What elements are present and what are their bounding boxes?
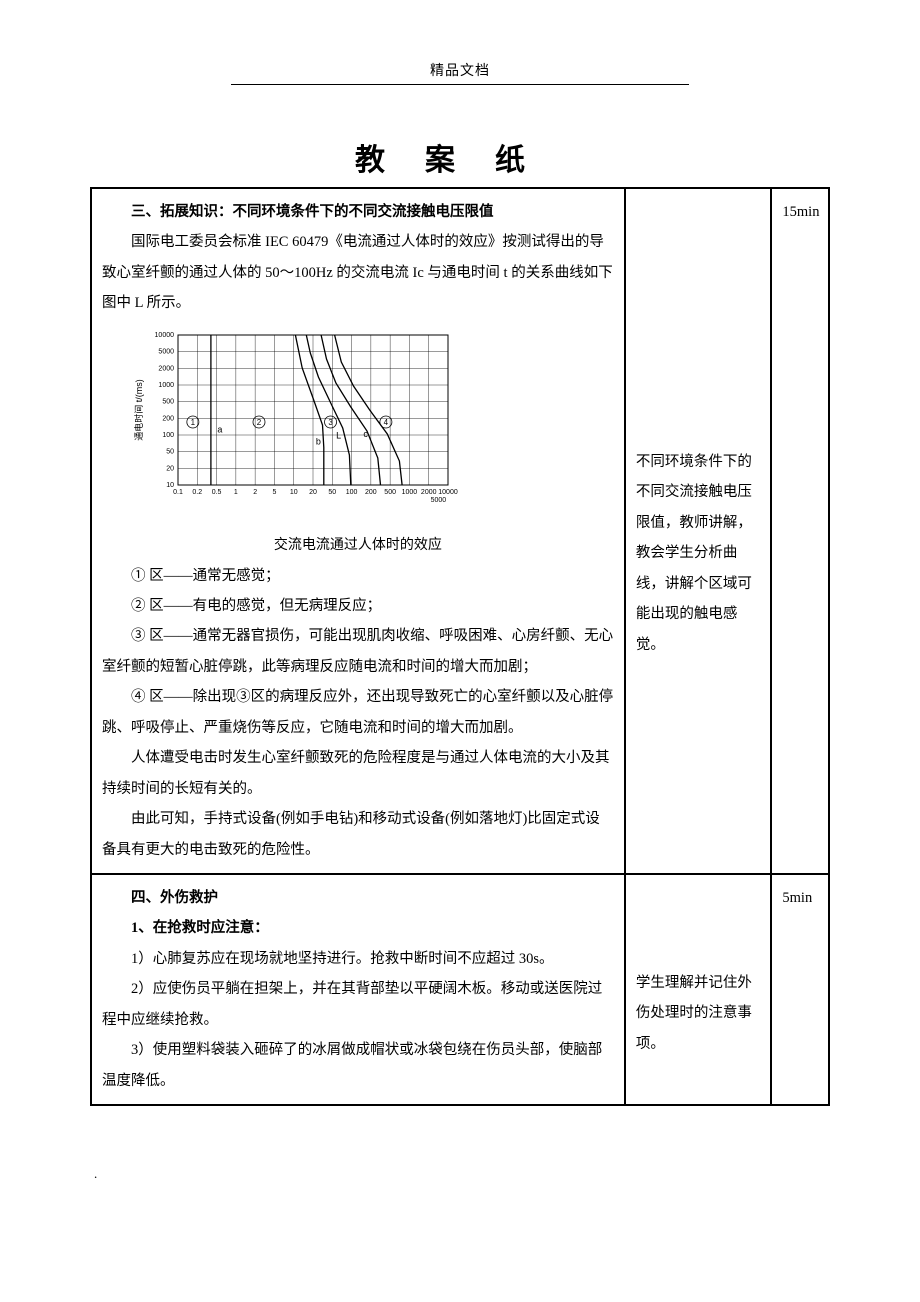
svg-text:50: 50: [328, 489, 336, 496]
table-row: 四、外伤救护 1、在抢救时应注意： 1）心肺复苏应在现场就地坚持进行。抢救中断时…: [91, 874, 829, 1105]
svg-text:5000: 5000: [431, 497, 447, 504]
lesson-table: 三、拓展知识：不同环境条件下的不同交流接触电压限值 国际电工委员会标准 IEC …: [90, 187, 830, 1106]
footer-dot: .: [90, 1166, 830, 1182]
svg-text:10000: 10000: [438, 489, 458, 496]
zone-item: ② 区——有电的感觉，但无病理反应；: [102, 591, 614, 621]
svg-text:2: 2: [257, 418, 262, 427]
svg-text:3: 3: [328, 418, 333, 427]
zone-item: ④ 区——除出现③区的病理反应外，还出现导致死亡的心室纤颤以及心脏停跳、呼吸停止…: [102, 682, 614, 743]
teacher-note-cell: 学生理解并记住外伤处理时的注意事项。: [625, 874, 772, 1105]
svg-text:10000: 10000: [155, 332, 175, 339]
list-item: 3）使用塑料袋装入砸碎了的冰屑做成帽状或冰袋包绕在伤员头部，使脑部温度降低。: [102, 1035, 614, 1096]
svg-text:0.5: 0.5: [212, 489, 222, 496]
svg-text:10: 10: [166, 482, 174, 489]
paragraph: 国际电工委员会标准 IEC 60479《电流通过人体时的效应》按测试得出的导致心…: [102, 227, 614, 318]
svg-text:500: 500: [384, 489, 396, 496]
svg-text:2000: 2000: [421, 489, 437, 496]
svg-text:100: 100: [346, 489, 358, 496]
chart-caption: 交流电流通过人体时的效应: [102, 531, 614, 560]
svg-text:20: 20: [166, 465, 174, 472]
svg-text:b: b: [316, 436, 321, 446]
duration: 5min: [782, 890, 812, 906]
svg-text:5000: 5000: [158, 348, 174, 355]
section-heading: 四、外伤救护: [102, 883, 614, 913]
page-title: 教案纸: [90, 135, 830, 179]
duration-cell: 15min: [771, 188, 829, 874]
teacher-note-cell: 不同环境条件下的不同交流接触电压限值，教师讲解，教会学生分析曲线，讲解个区域可能…: [625, 188, 772, 874]
duration-cell: 5min: [771, 874, 829, 1105]
svg-text:4: 4: [384, 418, 389, 427]
paragraph: 由此可知，手持式设备(例如手电钻)和移动式设备(例如落地灯)比固定式设备具有更大…: [102, 804, 614, 865]
svg-text:100: 100: [162, 432, 174, 439]
svg-text:0.1: 0.1: [173, 489, 183, 496]
svg-text:500: 500: [162, 398, 174, 405]
svg-text:c: c: [363, 429, 368, 439]
svg-text:50: 50: [166, 448, 174, 455]
svg-text:200: 200: [365, 489, 377, 496]
svg-text:20: 20: [309, 489, 317, 496]
list-item: 2）应使伤员平躺在担架上，并在其背部垫以平硬阔木板。移动或送医院过程中应继续抢救…: [102, 974, 614, 1035]
list-item: 1）心肺复苏应在现场就地坚持进行。抢救中断时间不应超过 30s。: [102, 944, 614, 974]
paragraph-text: 国际电工委员会标准 IEC 60479《电流通过人体时的效应》按测试得出的导致心…: [102, 234, 613, 311]
svg-text:a: a: [217, 424, 222, 434]
svg-text:200: 200: [162, 415, 174, 422]
svg-text:0.2: 0.2: [192, 489, 202, 496]
zone-item: ① 区——通常无感觉；: [102, 561, 614, 591]
svg-text:2000: 2000: [158, 365, 174, 372]
svg-text:2: 2: [253, 489, 257, 496]
teacher-note: 学生理解并记住外伤处理时的注意事项。: [636, 968, 761, 1059]
svg-text:10: 10: [290, 489, 298, 496]
svg-text:5: 5: [272, 489, 276, 496]
chart-container: 0.10.20.51251020501002005001000200010000…: [102, 319, 614, 527]
svg-text:1000: 1000: [158, 382, 174, 389]
subheading: 1、在抢救时应注意：: [102, 913, 614, 943]
content-cell: 三、拓展知识：不同环境条件下的不同交流接触电压限值 国际电工委员会标准 IEC …: [91, 188, 625, 874]
duration: 15min: [782, 204, 819, 220]
teacher-note: 不同环境条件下的不同交流接触电压限值，教师讲解，教会学生分析曲线，讲解个区域可能…: [636, 447, 761, 660]
content-cell: 四、外伤救护 1、在抢救时应注意： 1）心肺复苏应在现场就地坚持进行。抢救中断时…: [91, 874, 625, 1105]
svg-text:1: 1: [234, 489, 238, 496]
paragraph: 人体遭受电击时发生心室纤颤致死的危险程度是与通过人体电流的大小及其持续时间的长短…: [102, 743, 614, 804]
svg-text:1: 1: [191, 418, 196, 427]
table-row: 三、拓展知识：不同环境条件下的不同交流接触电压限值 国际电工委员会标准 IEC …: [91, 188, 829, 874]
svg-text:通电时间 t/(ms): 通电时间 t/(ms): [133, 379, 144, 441]
current-effect-chart: 0.10.20.51251020501002005001000200010000…: [128, 325, 468, 510]
header-note: 精品文档: [231, 60, 690, 85]
svg-text:L: L: [336, 430, 341, 440]
zone-item: ③ 区——通常无器官损伤，可能出现肌肉收缩、呼吸困难、心房纤颤、无心室纤颤的短暂…: [102, 621, 614, 682]
section-heading: 三、拓展知识：不同环境条件下的不同交流接触电压限值: [102, 197, 614, 227]
svg-text:1000: 1000: [402, 489, 418, 496]
